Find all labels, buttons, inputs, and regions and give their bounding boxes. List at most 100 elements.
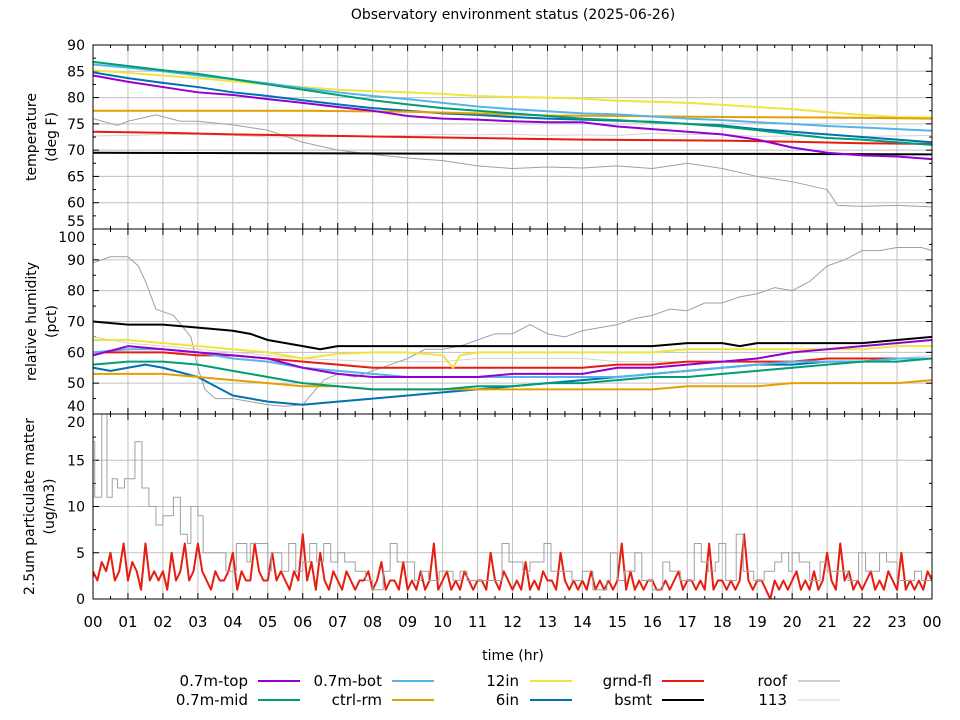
legend-label: grnd-fl — [603, 672, 652, 690]
y-tick-label: 20 — [67, 415, 85, 431]
series-grnd-fl — [93, 130, 932, 145]
series-0-7m-top — [93, 339, 932, 378]
legend-item: grnd-fl — [603, 672, 704, 690]
series-12in — [93, 339, 932, 369]
series-bsmt — [93, 320, 932, 351]
legend-label: ctrl-rm — [332, 691, 382, 709]
series-0-7m-mid — [93, 60, 932, 146]
x-tick-label: 13 — [538, 613, 557, 631]
y-tick-label: 50 — [67, 376, 85, 392]
y-tick-label: 75 — [67, 117, 85, 133]
legend-item: 0.7m-mid — [176, 691, 300, 709]
plot-frame — [92, 413, 933, 600]
series-113 — [93, 132, 932, 138]
legend-label: roof — [758, 672, 788, 690]
series-roof — [93, 114, 932, 208]
x-tick-label: 05 — [258, 613, 277, 631]
x-tick-label: 17 — [678, 613, 697, 631]
series-bsmt — [93, 151, 932, 156]
x-tick-label: 18 — [713, 613, 732, 631]
series-12in — [93, 69, 932, 119]
x-tick-label: 06 — [293, 613, 312, 631]
legend-label: 113 — [758, 691, 787, 709]
y-tick-label: 70 — [67, 315, 85, 331]
x-tick-label: 20 — [783, 613, 802, 631]
x-tick-label: 21 — [818, 613, 837, 631]
x-tick-label: 19 — [748, 613, 767, 631]
legend-item: 113 — [758, 691, 840, 709]
x-tick-label: 08 — [363, 613, 382, 631]
y-tick-label: 85 — [67, 64, 85, 80]
y-axis-label: 2.5um particulate matter — [22, 418, 38, 595]
x-tick-label: 07 — [328, 613, 347, 631]
series-0-7m-bot — [93, 348, 932, 378]
x-tick-label: 10 — [433, 613, 452, 631]
y-tick-label: 90 — [67, 38, 85, 54]
legend-label: 6in — [496, 691, 519, 709]
x-tick-label: 03 — [188, 613, 207, 631]
x-tick-label: 12 — [503, 613, 522, 631]
legend-item: roof — [758, 672, 840, 690]
y-tick-label: 65 — [67, 169, 85, 185]
y-tick-label: 5 — [76, 546, 85, 562]
legend-label: 0.7m-top — [180, 672, 248, 690]
panel-2: 0 5 10 15 20 2.5um particulate matter (ug/m3) — [22, 413, 933, 608]
legend-label: bsmt — [614, 691, 652, 709]
y-tick-label: 40 — [67, 399, 85, 415]
x-tick-label: 01 — [118, 613, 137, 631]
series-group — [93, 60, 932, 208]
series-6in — [93, 71, 932, 144]
panel-1: 40 50 60 70 80 90 100 relative humidity (pct) — [24, 228, 933, 415]
x-tick-label: 02 — [153, 613, 172, 631]
y-tick-label: 60 — [67, 196, 85, 212]
series-ctrl-rm — [93, 109, 932, 120]
legend-item: 6in — [496, 691, 572, 709]
legend-item: ctrl-rm — [332, 691, 434, 709]
y-axis-label: temperature — [24, 93, 40, 181]
y-tick-label: 55 — [67, 214, 85, 230]
x-tick-label: 23 — [887, 613, 906, 631]
x-tick-label: 14 — [573, 613, 592, 631]
y-tick-label: 80 — [67, 91, 85, 107]
x-tick-label: 16 — [643, 613, 662, 631]
x-tick-labels: 00 01 02 03 04 05 06 07 08 09 10 11 12 13 14 15 16 17 18 19… — [83, 613, 941, 631]
y-tick-label: 60 — [67, 345, 85, 361]
y-tick-label: 0 — [76, 592, 85, 608]
panel-0: 55 60 65 70 75 80 85 90 temperature (deg F) — [24, 38, 933, 230]
y-tick-label: 100 — [58, 230, 85, 246]
x-tick-label: 11 — [468, 613, 487, 631]
chart-title: Observatory environment status (2025-06-… — [351, 7, 675, 23]
x-tick-label: 09 — [398, 613, 417, 631]
legend-item: 12in — [486, 672, 572, 690]
series-0-7m-mid — [93, 357, 932, 391]
y-tick-label: 15 — [67, 453, 85, 469]
series-group — [93, 414, 932, 599]
y-tick-label: 80 — [67, 284, 85, 300]
series-grnd-fl — [93, 533, 932, 599]
series-ctrl-rm — [93, 372, 932, 391]
series-0-7m-top — [93, 74, 932, 161]
x-axis-label: time (hr) — [482, 648, 544, 664]
legend-label: 0.7m-mid — [176, 691, 248, 709]
y-axis-label: (pct) — [44, 305, 60, 338]
series-roof — [93, 247, 932, 407]
x-tick-label: 15 — [608, 613, 627, 631]
y-tick-label: 70 — [67, 143, 85, 159]
series-group — [93, 247, 932, 407]
legend-label: 12in — [486, 672, 519, 690]
legend-item: 0.7m-top — [180, 672, 300, 690]
series-roof — [93, 414, 932, 591]
legend-item: bsmt — [614, 691, 704, 709]
y-axis-label: (deg F) — [44, 112, 60, 162]
y-tick-label: 90 — [67, 253, 85, 269]
x-tick-label: 00 — [83, 613, 102, 631]
y-tick-label: 10 — [67, 500, 85, 516]
y-axis-label: relative humidity — [24, 262, 40, 381]
x-tick-label: 22 — [853, 613, 872, 631]
legend-label: 0.7m-bot — [314, 672, 383, 690]
x-tick-label: 00 — [922, 613, 941, 631]
legend-item: 0.7m-bot — [314, 672, 434, 690]
